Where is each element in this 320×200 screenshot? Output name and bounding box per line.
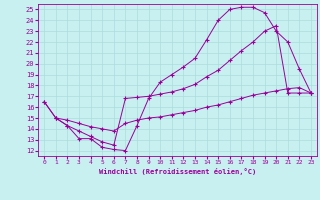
X-axis label: Windchill (Refroidissement éolien,°C): Windchill (Refroidissement éolien,°C): [99, 168, 256, 175]
